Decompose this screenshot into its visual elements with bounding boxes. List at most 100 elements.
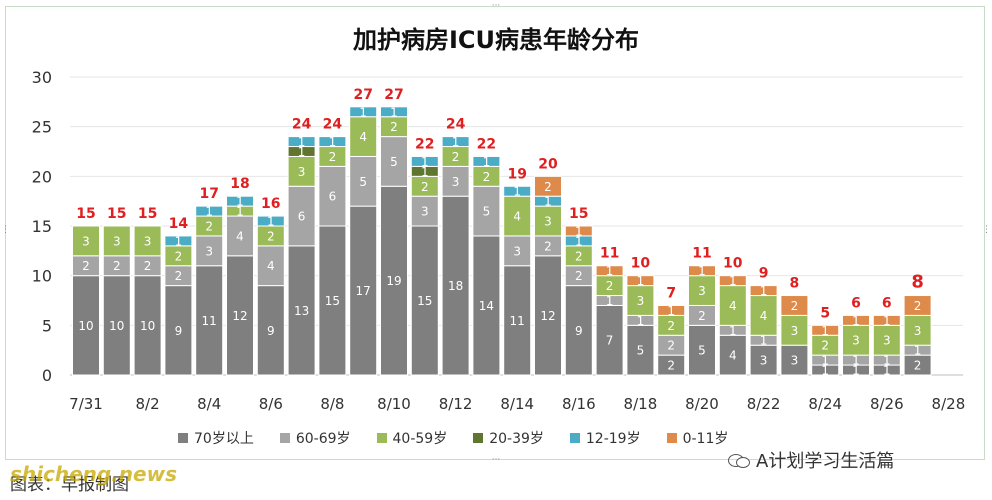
- bar-segment: [226, 215, 254, 257]
- x-tick-label: 8/22: [747, 395, 781, 413]
- wechat-account: A计划学习生活篇: [728, 447, 894, 473]
- segment-data-label: 5: [637, 344, 645, 358]
- chart-title: 加护病房ICU病患年龄分布: [352, 26, 640, 54]
- legend-label: 60-69岁: [295, 431, 351, 447]
- legend-item: 70岁以上: [178, 428, 254, 448]
- bar-segment: [534, 175, 562, 197]
- segment-data-label: 1: [760, 284, 768, 298]
- wechat-icon: [728, 452, 750, 468]
- segment-data-label: 12: [232, 309, 247, 323]
- bar-segment: [102, 225, 131, 257]
- segment-data-label: 5: [390, 155, 398, 169]
- bar-segment: [503, 195, 532, 237]
- resize-handle-bottom[interactable]: ···: [491, 455, 501, 465]
- legend-label: 12-19岁: [585, 431, 641, 447]
- segment-data-label: 1: [575, 224, 583, 238]
- segment-data-label: 2: [421, 180, 429, 194]
- segment-data-label: 2: [390, 120, 398, 134]
- resize-handle-top[interactable]: ···: [491, 1, 501, 11]
- segment-data-label: 2: [175, 269, 183, 283]
- total-data-label: 11: [692, 246, 711, 262]
- bar-segment: [164, 235, 193, 247]
- bar-segment: [564, 225, 593, 237]
- segment-data-label: 1: [267, 215, 275, 229]
- legend-swatch: [376, 433, 387, 443]
- segment-data-label: 4: [267, 259, 275, 273]
- x-tick-label: 8/12: [439, 395, 473, 413]
- legend-item: 12-19岁: [569, 428, 641, 448]
- bar-segment: [287, 245, 316, 376]
- bar-segment: [595, 304, 624, 376]
- segment-data-label: 2: [452, 150, 460, 164]
- total-data-label: 10: [631, 256, 651, 272]
- x-tick-label: 8/4: [197, 395, 221, 413]
- total-data-label: 27: [384, 87, 403, 103]
- total-data-label: 6: [851, 295, 861, 311]
- bar-segment: [410, 225, 439, 376]
- y-tick-label: 20: [32, 167, 52, 186]
- legend-label: 20-39岁: [489, 431, 544, 447]
- resize-handle-left[interactable]: ⋮: [1, 225, 10, 235]
- bar-segment: [256, 215, 285, 227]
- segment-data-label: 2: [575, 249, 583, 263]
- segment-data-label: 2: [82, 259, 90, 273]
- segment-data-label: 1: [421, 155, 429, 169]
- bar-segment: [380, 136, 408, 187]
- segment-data-label: 3: [452, 175, 460, 189]
- segment-data-label: 1: [852, 314, 860, 328]
- y-tick-label: 10: [32, 267, 52, 286]
- segment-data-label: 10: [140, 319, 155, 333]
- segment-data-label: 2: [175, 249, 183, 263]
- total-data-label: 9: [759, 266, 769, 282]
- bar-segment: [349, 155, 378, 207]
- total-data-label: 15: [138, 206, 157, 222]
- resize-handle-right[interactable]: ⋮: [982, 225, 991, 235]
- segment-data-label: 1: [606, 294, 614, 308]
- segment-data-label: 4: [359, 130, 367, 144]
- segment-data-label: 1: [236, 195, 244, 209]
- bar-segment: [287, 136, 316, 148]
- segment-data-label: 11: [202, 314, 217, 328]
- bar-segment: [903, 295, 932, 316]
- segment-data-label: 1: [760, 334, 768, 348]
- footer-note: 图表：早报制图: [10, 475, 129, 495]
- segment-data-label: 9: [175, 324, 183, 338]
- total-data-label: 5: [820, 305, 830, 321]
- legend-item: 0-11岁: [666, 428, 728, 448]
- bar-segment: [626, 324, 655, 376]
- legend-swatch: [473, 433, 484, 443]
- segment-data-label: 1: [329, 135, 337, 149]
- x-tick-label: 8/16: [562, 395, 596, 413]
- bar-segment: [410, 195, 439, 227]
- bar-segment: [688, 265, 716, 277]
- bar-segment: [657, 304, 686, 316]
- segment-data-label: 3: [144, 234, 152, 248]
- total-data-label: 15: [569, 206, 588, 222]
- bar-segment: [226, 195, 254, 207]
- segment-data-label: 9: [575, 324, 583, 338]
- y-tick-label: 5: [42, 316, 52, 335]
- legend-item: 40-59岁: [376, 428, 447, 448]
- bar-segment: [718, 275, 747, 287]
- total-data-label: 20: [538, 156, 558, 172]
- segment-data-label: 2: [791, 299, 799, 313]
- segment-data-label: 2: [698, 309, 706, 323]
- segment-data-label: 3: [513, 244, 521, 258]
- bar-segment: [195, 205, 224, 217]
- bar-segment: [72, 225, 100, 257]
- legend-swatch: [279, 433, 290, 443]
- bar-segment: [380, 106, 408, 118]
- bar-segment: [595, 265, 624, 277]
- segment-data-label: 2: [667, 359, 675, 373]
- segment-data-label: 1: [606, 264, 614, 278]
- segment-data-label: 3: [760, 354, 768, 368]
- bar-segment: [195, 265, 224, 376]
- y-tick-label: 30: [32, 68, 52, 87]
- wechat-account-name: A计划学习生活篇: [756, 451, 895, 472]
- bar-segment: [780, 295, 809, 316]
- segment-data-label: 17: [356, 284, 371, 298]
- bar-segment: [102, 275, 131, 376]
- segment-data-label: 5: [483, 205, 491, 219]
- x-tick-label: 8/14: [500, 395, 534, 413]
- x-tick-label: 8/26: [870, 395, 904, 413]
